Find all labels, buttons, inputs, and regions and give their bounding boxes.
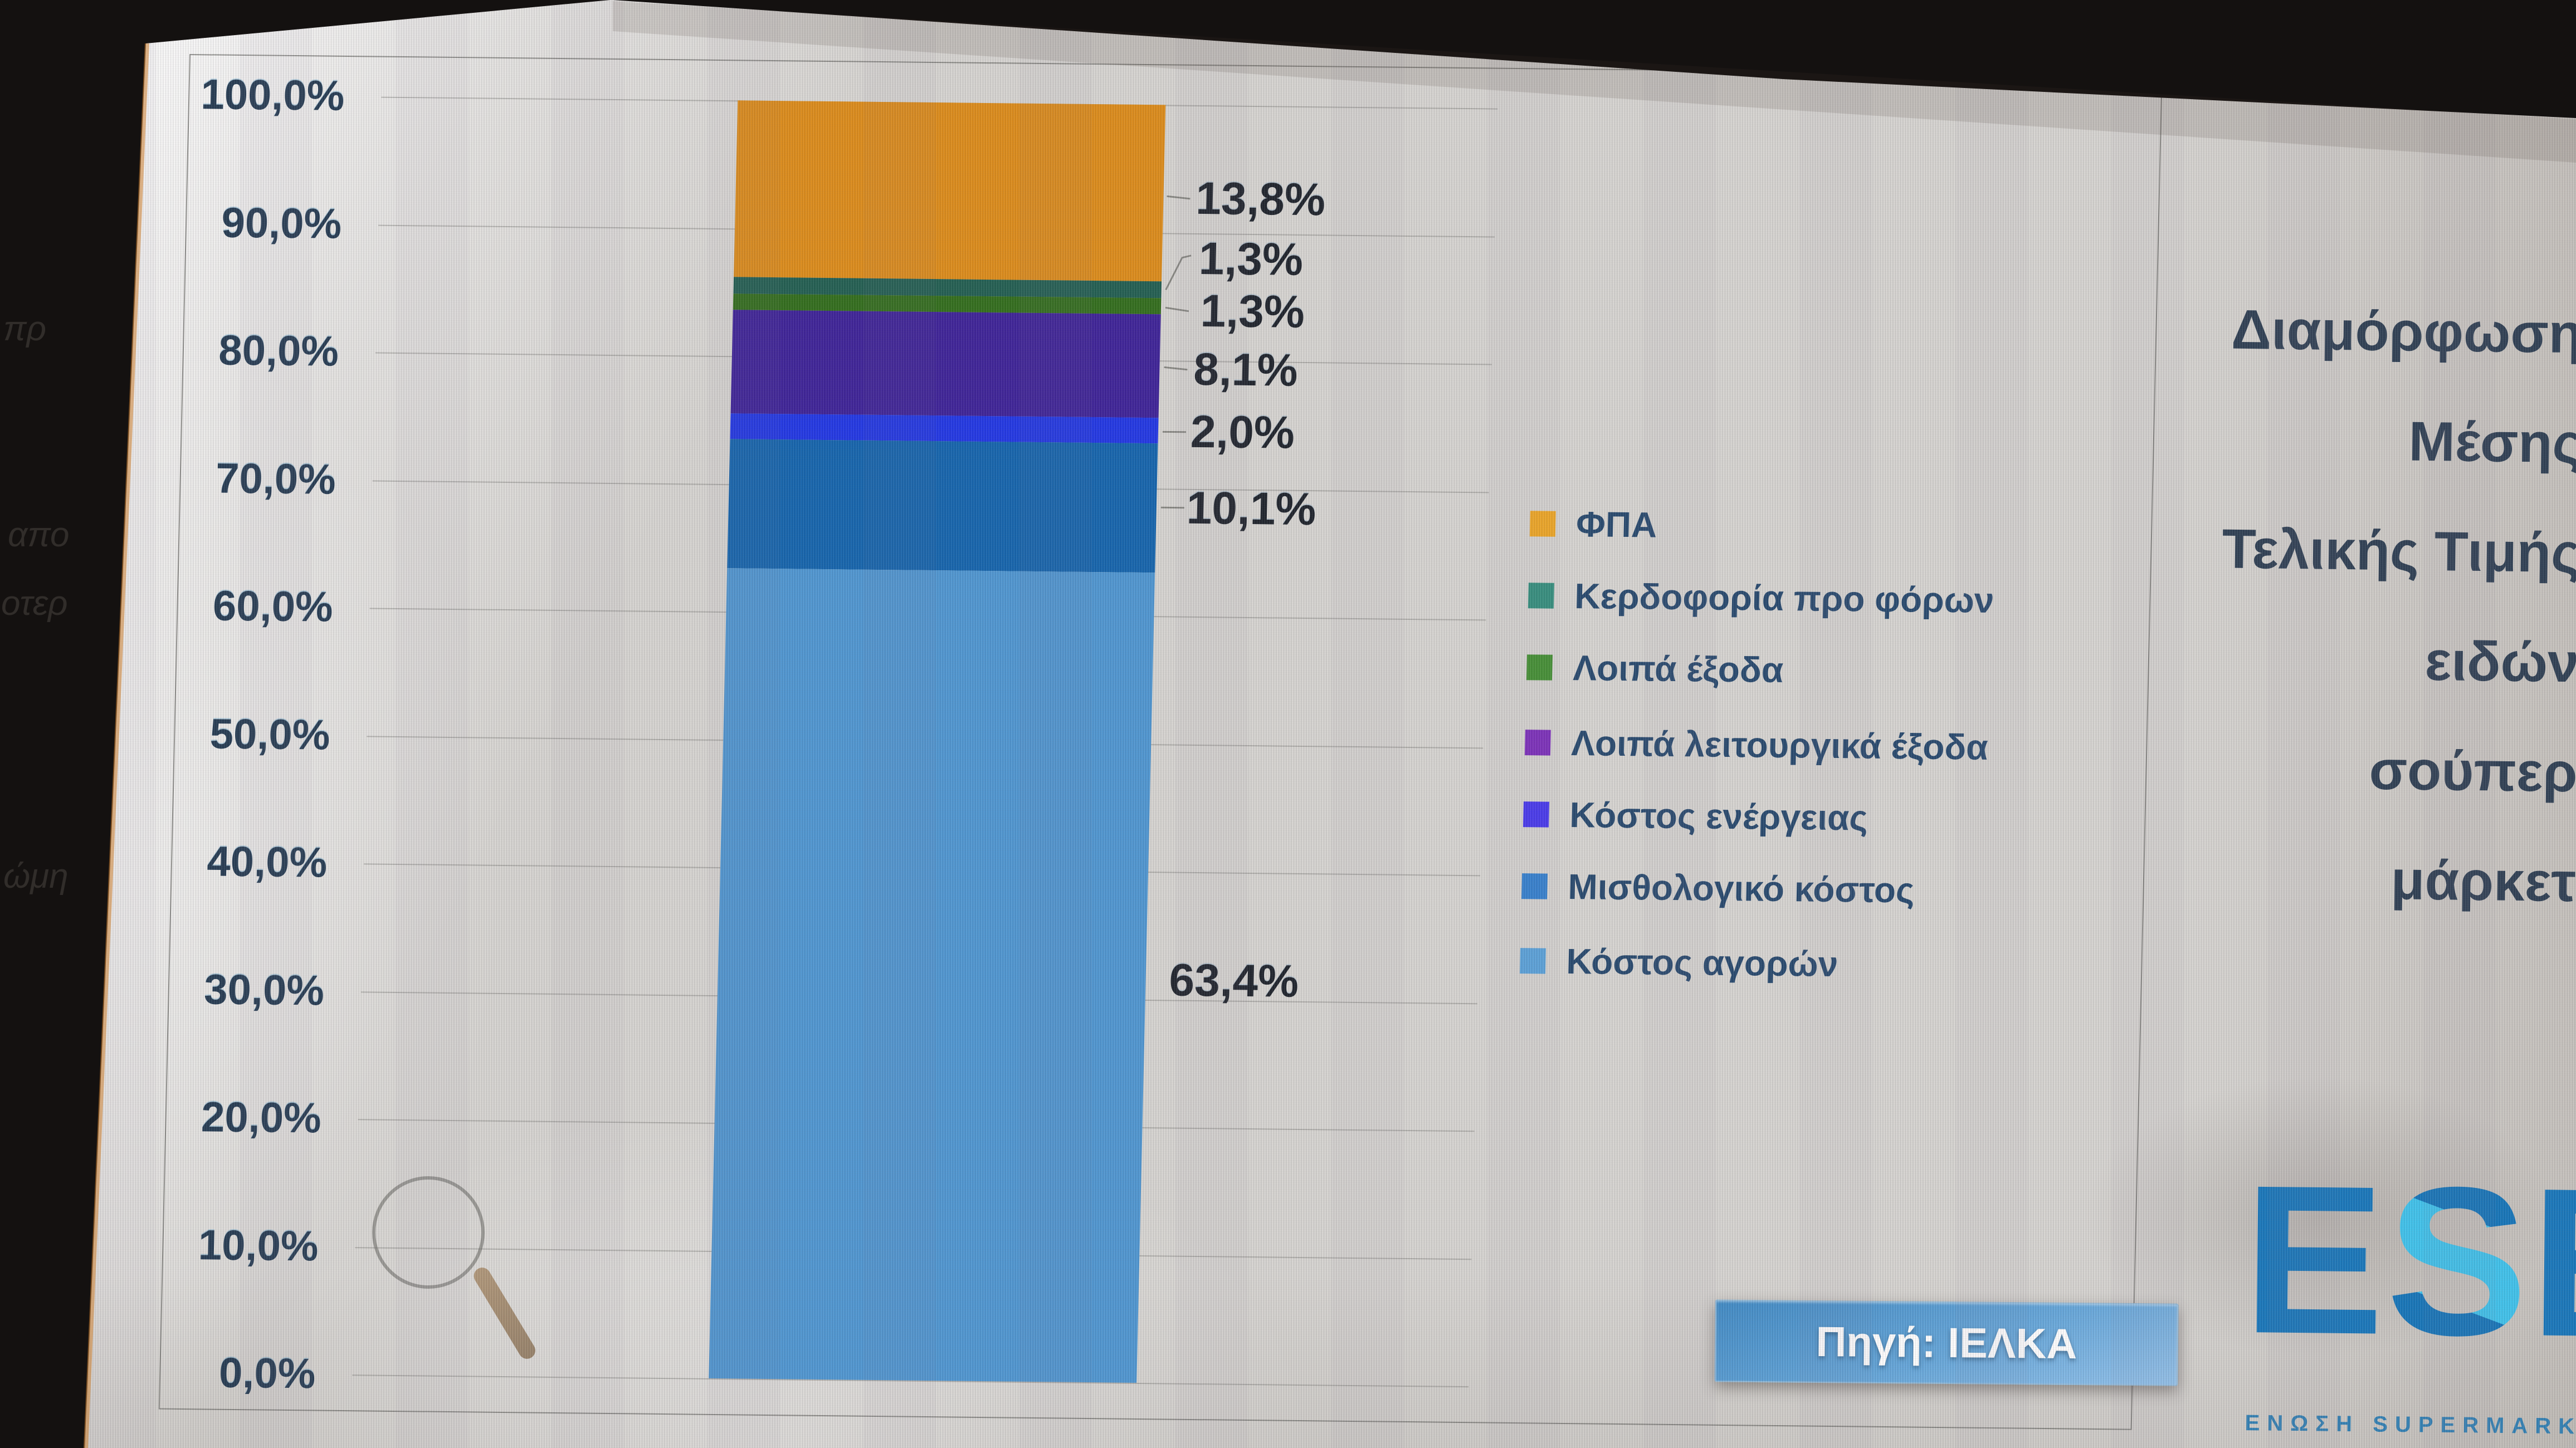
data-label: 13,8% [1195, 173, 1326, 226]
ese-logo-letters: ESE [2242, 1141, 2576, 1382]
legend-swatch [1524, 730, 1551, 756]
data-label: 1,3% [1199, 286, 1305, 337]
chart-title-line: Μέσης [2408, 410, 2576, 475]
logo-letter-e1: E [2242, 1141, 2388, 1379]
legend-swatch [1529, 511, 1556, 537]
chart-title-line: ειδών [2424, 629, 2576, 694]
chart-title-line: Διαμόρφωση [2231, 298, 2576, 365]
source-button-label: Πηγή: ΙΕΛΚΑ [1816, 1318, 2077, 1368]
chart-title-line: μάρκετ [2390, 849, 2576, 914]
data-label: 2,0% [1189, 406, 1295, 458]
legend-label: ΦΠΑ [1575, 504, 1658, 545]
data-label: 1,3% [1198, 233, 1304, 285]
ese-logo: ESE ΕΝΩΣΗ SUPERMARKET ΕΛΛΑ [2241, 1141, 2576, 1447]
chart-title-line: Τελικής Τιμής [2222, 517, 2576, 585]
chart-title-line: σούπερ [2369, 738, 2576, 804]
bezel-reflection-text: απο [8, 516, 70, 554]
logo-letter-s: S [2385, 1142, 2531, 1381]
legend-swatch [1528, 583, 1554, 609]
bezel-reflection-text: οτερ [1, 584, 68, 623]
data-label: 10,1% [1185, 482, 1317, 535]
legend-label: Κόστος αγορών [1565, 941, 1839, 985]
legend-swatch [1523, 801, 1549, 828]
legend-label: Μισθολογικό κόστος [1567, 867, 1915, 911]
legend-swatch [1519, 948, 1546, 974]
ese-logo-subtext: ΕΝΩΣΗ SUPERMARKET ΕΛΛΑ [2245, 1411, 2576, 1440]
magnifier-lens [372, 1176, 485, 1289]
logo-letter-e2: E [2529, 1143, 2576, 1382]
bezel-reflection-text: ώμη [3, 857, 69, 896]
legend-swatch [1521, 873, 1548, 899]
legend-swatch [1526, 654, 1553, 681]
data-label: 63,4% [1168, 955, 1300, 1007]
chart-title: Διαμόρφωση Μέσης Τελικής Τιμής ειδών σούπερ μ… [1913, 271, 2576, 937]
bezel-reflection-text: πρ [3, 310, 47, 348]
legend-label: Λοιπά έξοδα [1572, 648, 1784, 691]
data-label: 8,1% [1193, 344, 1299, 396]
legend-label: Κόστος ενέργειας [1569, 795, 1868, 838]
source-button[interactable]: Πηγή: ΙΕΛΚΑ [1714, 1299, 2179, 1386]
